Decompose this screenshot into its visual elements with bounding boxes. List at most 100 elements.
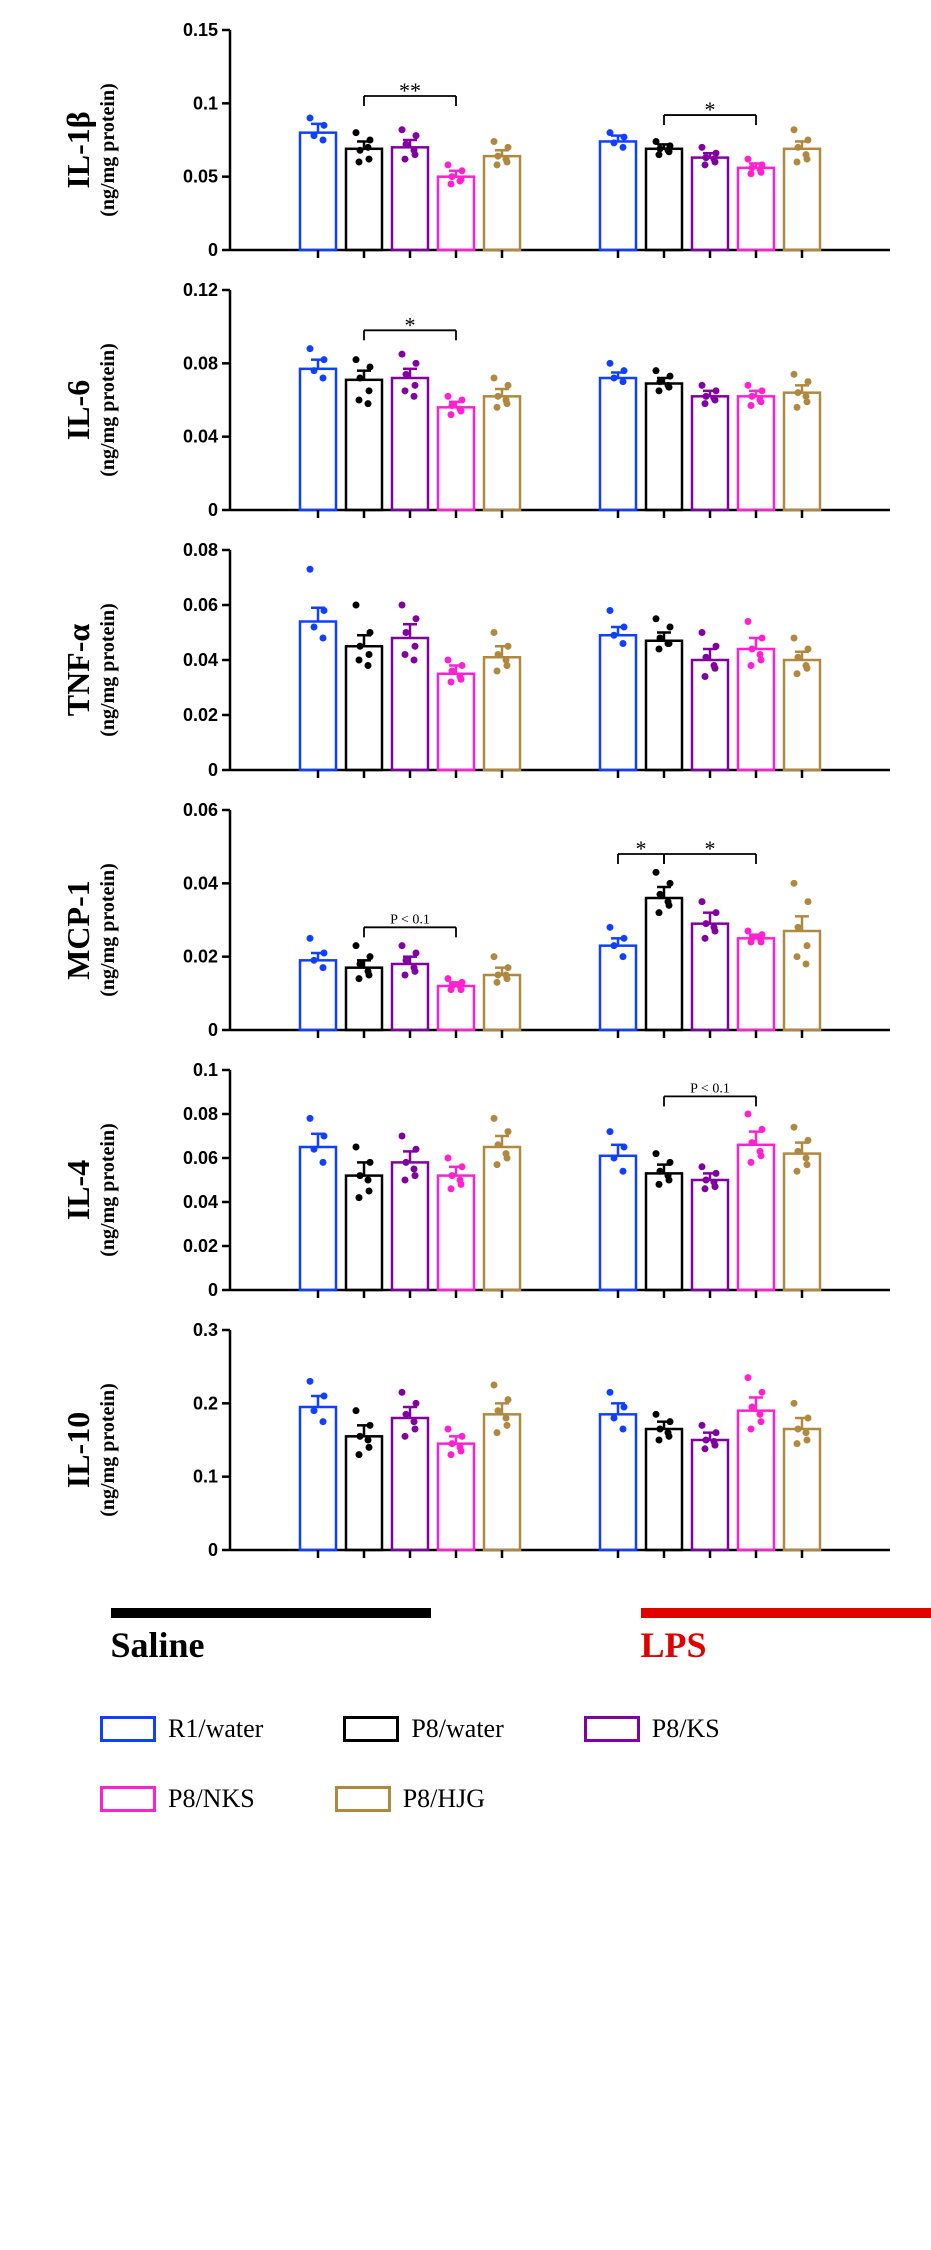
scatter-point bbox=[367, 953, 374, 960]
scatter-point bbox=[402, 972, 409, 979]
scatter-point bbox=[357, 1172, 364, 1179]
scatter-point bbox=[494, 1161, 501, 1168]
scatter-point bbox=[505, 144, 512, 151]
chart-wrap: 00.020.040.06P < 0.1** bbox=[160, 800, 900, 1060]
bar bbox=[784, 393, 820, 510]
scatter-point bbox=[804, 1161, 811, 1168]
scatter-point bbox=[665, 1172, 672, 1179]
panel-sub: (ng/mg protein) bbox=[97, 600, 120, 740]
scatter-point bbox=[703, 1437, 710, 1444]
ytick-label: 0.08 bbox=[183, 1104, 218, 1124]
scatter-point bbox=[356, 975, 363, 982]
scatter-point bbox=[702, 400, 709, 407]
scatter-point bbox=[445, 393, 452, 400]
scatter-point bbox=[413, 1146, 420, 1153]
bar bbox=[784, 1429, 820, 1550]
legend-swatch bbox=[100, 1716, 156, 1742]
ytick-label: 0.04 bbox=[183, 650, 218, 670]
bar bbox=[738, 938, 774, 1030]
scatter-point bbox=[367, 364, 374, 371]
scatter-point bbox=[504, 1422, 511, 1429]
scatter-point bbox=[495, 153, 502, 160]
scatter-point bbox=[445, 161, 452, 168]
bar bbox=[738, 168, 774, 250]
legend-label: P8/NKS bbox=[168, 1784, 255, 1814]
scatter-point bbox=[366, 1444, 373, 1451]
sig-label: P < 0.1 bbox=[690, 1081, 730, 1096]
scatter-point bbox=[794, 953, 801, 960]
chart-wrap: 00.040.080.12* bbox=[160, 280, 900, 540]
scatter-point bbox=[748, 1426, 755, 1433]
scatter-point bbox=[457, 178, 464, 185]
scatter-point bbox=[320, 635, 327, 642]
scatter-point bbox=[804, 1437, 811, 1444]
scatter-point bbox=[657, 378, 664, 385]
scatter-point bbox=[365, 1437, 372, 1444]
saline-group-label: Saline bbox=[111, 1608, 431, 1666]
lps-label: LPS bbox=[641, 1624, 931, 1666]
scatter-point bbox=[791, 880, 798, 887]
bar bbox=[438, 1176, 474, 1290]
x-axis-groups: Saline LPS bbox=[160, 1608, 911, 1666]
scatter-point bbox=[794, 670, 801, 677]
scatter-point bbox=[449, 402, 456, 409]
scatter-point bbox=[505, 643, 512, 650]
scatter-point bbox=[505, 1128, 512, 1135]
scatter-point bbox=[448, 1451, 455, 1458]
legend-item: P8/HJG bbox=[335, 1784, 485, 1814]
scatter-point bbox=[445, 1426, 452, 1433]
bar bbox=[484, 1147, 520, 1290]
scatter-point bbox=[448, 411, 455, 418]
scatter-point bbox=[621, 134, 628, 141]
scatter-point bbox=[657, 1168, 664, 1175]
bar bbox=[692, 396, 728, 510]
bar bbox=[600, 378, 636, 510]
saline-label: Saline bbox=[111, 1624, 431, 1666]
saline-underline bbox=[111, 1608, 431, 1618]
panel-title: IL-6 bbox=[60, 340, 97, 480]
ytick-label: 0 bbox=[208, 1540, 218, 1560]
scatter-point bbox=[353, 602, 360, 609]
panel-title: TNF-α bbox=[60, 600, 97, 740]
scatter-point bbox=[713, 387, 720, 394]
scatter-point bbox=[803, 662, 810, 669]
legend-item: P8/water bbox=[343, 1714, 503, 1744]
bar bbox=[484, 657, 520, 770]
scatter-point bbox=[356, 1451, 363, 1458]
scatter-point bbox=[745, 156, 752, 163]
scatter-point bbox=[307, 1378, 314, 1385]
scatter-point bbox=[411, 657, 418, 664]
scatter-point bbox=[321, 356, 328, 363]
scatter-point bbox=[353, 356, 360, 363]
panel-sub: (ng/mg protein) bbox=[97, 340, 120, 480]
scatter-point bbox=[307, 345, 314, 352]
scatter-point bbox=[791, 126, 798, 133]
bar bbox=[784, 1154, 820, 1290]
scatter-point bbox=[699, 144, 706, 151]
scatter-point bbox=[656, 387, 663, 394]
scatter-point bbox=[620, 378, 627, 385]
scatter-point bbox=[321, 1133, 328, 1140]
scatter-point bbox=[366, 156, 373, 163]
ytick-label: 0.04 bbox=[183, 1192, 218, 1212]
panel-ylabel: IL-10(ng/mg protein) bbox=[60, 1380, 120, 1520]
panel-il10: IL-10(ng/mg protein)00.10.20.3 bbox=[20, 1320, 911, 1580]
bar bbox=[300, 133, 336, 250]
ytick-label: 0.05 bbox=[183, 167, 218, 187]
scatter-point bbox=[703, 920, 710, 927]
scatter-point bbox=[703, 654, 710, 661]
scatter-point bbox=[365, 662, 372, 669]
ytick-label: 0.1 bbox=[193, 1060, 218, 1080]
scatter-point bbox=[503, 972, 510, 979]
panel-title: IL-10 bbox=[60, 1380, 97, 1520]
panel-sub: (ng/mg protein) bbox=[97, 80, 120, 220]
scatter-point bbox=[665, 1429, 672, 1436]
bar bbox=[600, 1414, 636, 1550]
ytick-label: 0.12 bbox=[183, 280, 218, 300]
scatter-point bbox=[357, 1433, 364, 1440]
scatter-point bbox=[495, 1407, 502, 1414]
scatter-point bbox=[353, 1407, 360, 1414]
scatter-point bbox=[757, 1148, 764, 1155]
panel-sub: (ng/mg protein) bbox=[97, 1120, 120, 1260]
scatter-point bbox=[445, 975, 452, 982]
